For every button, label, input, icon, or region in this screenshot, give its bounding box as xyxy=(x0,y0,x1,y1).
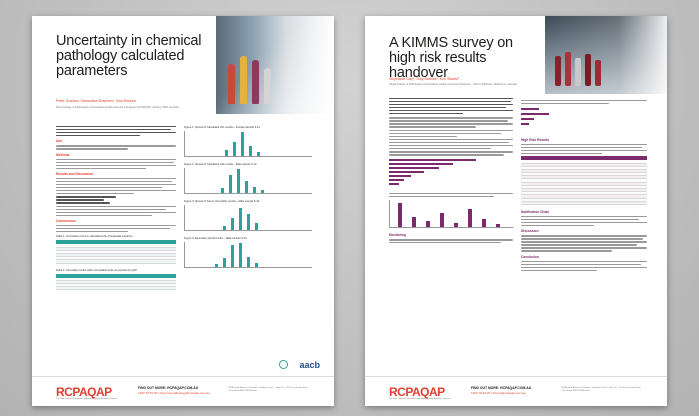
horizontal-bar-chart xyxy=(389,158,513,189)
horizontal-bar-chart xyxy=(521,106,647,134)
poster-footer: RCPAQAP The Royal College of Pathologist… xyxy=(365,376,667,406)
vial-icon xyxy=(565,52,571,86)
section-heading-methods: Methods xyxy=(56,152,70,157)
vial-icon xyxy=(575,58,581,86)
aacb-logo: aacb xyxy=(299,360,320,370)
find-out-more: FIND OUT MORE: RCPAQAP.COM.AU xyxy=(138,386,199,390)
poster-title: A KIMMS survey on high risk results hand… xyxy=(389,35,513,81)
data-table xyxy=(56,273,176,291)
rcpaqap-logo-subtitle: The Royal College of Pathologists of Aus… xyxy=(389,398,451,400)
section-heading-high-risk: High Risk Results xyxy=(521,137,550,142)
figure-caption: Figure 2: Spread of Calculated LDL resul… xyxy=(184,163,257,166)
poster-footer: RCPAQAP The Royal College of Pathologist… xyxy=(32,376,334,406)
poster-title: Uncertainty in chemical pathology calcul… xyxy=(56,33,202,79)
text-column-right: High Risk Results Notification Chain Dis… xyxy=(521,100,647,273)
contact-link[interactable]: 1300 78 29 20 | chemical.pathology@rcpaq… xyxy=(138,391,210,395)
vial-icon xyxy=(595,60,601,86)
data-table xyxy=(521,156,647,205)
section-heading-discussion: Discussion xyxy=(521,229,539,234)
figure-caption: Figure 1: Spread of Calculated LDL resul… xyxy=(184,126,260,129)
test-tube-icon xyxy=(228,64,235,104)
section-heading-results: Results and Discussion xyxy=(56,172,94,177)
test-tube-icon xyxy=(252,60,259,104)
data-table xyxy=(56,240,176,264)
section-heading-monitoring: Monitoring xyxy=(389,233,407,238)
section-heading-notification: Notification Chain xyxy=(521,209,550,214)
find-out-more: FIND OUT MORE: RCPAQAP.COM.AU xyxy=(471,386,532,390)
figure-column: Figure 1: Spread of Calculated LDL resul… xyxy=(184,126,312,274)
poster-uncertainty: Uncertainty in chemical pathology calcul… xyxy=(32,16,334,406)
vial-icon xyxy=(555,56,561,86)
affiliation: ¹Royal College of Pathologists of Austra… xyxy=(389,83,517,86)
rcpaqap-logo: RCPAQAP xyxy=(389,385,445,399)
affiliation: Royal College of Pathologists of Austral… xyxy=(56,106,179,109)
section-heading-aim: Aim xyxy=(56,139,63,144)
section-heading-conclusions: Conclusions xyxy=(56,219,76,224)
figure-caption: Figure 4: Equivalent eGFR results – Male… xyxy=(184,237,247,240)
header-photo xyxy=(545,16,667,94)
rcpaqap-logo: RCPAQAP xyxy=(56,385,112,399)
histogram-chart xyxy=(184,131,312,157)
vertical-bar-chart xyxy=(389,200,513,229)
test-tube-icon xyxy=(240,56,247,104)
histogram-chart xyxy=(184,242,312,268)
rcpaqap-logo-subtitle: The Royal College of Pathologists of Aus… xyxy=(56,398,118,400)
histogram-chart xyxy=(184,205,312,231)
aacb-logo-mark xyxy=(279,360,288,369)
text-column-left: Aim Methods Results and Discussion Concl… xyxy=(56,126,176,295)
authors: Peter Graham, Samantha Shepherd, Tony Ba… xyxy=(56,99,137,103)
header-photo xyxy=(216,16,334,114)
footer-address: RCPA Quality Assurance Programs · Buildi… xyxy=(228,387,308,392)
test-tube-icon xyxy=(264,68,271,104)
vial-icon xyxy=(585,54,591,86)
footer-address: RCPA Quality Assurance Programs · Buildi… xyxy=(561,387,641,392)
section-heading-conclusion: Conclusion xyxy=(521,254,539,259)
table-caption: Table 1: Cumulative errors in calculated… xyxy=(56,235,133,239)
figure-caption: Figure 3: Spread of Serum Osmolality res… xyxy=(184,200,260,203)
poster-kimms-survey: A KIMMS survey on high risk results hand… xyxy=(365,16,667,406)
histogram-chart xyxy=(184,168,312,194)
authors: Stephanie Gay¹, Tony Badrick¹, Ken Sikar… xyxy=(389,77,460,81)
table-caption: Table 2: Osmolality results within accep… xyxy=(56,268,138,272)
text-column-left: Monitoring xyxy=(389,98,513,245)
contact-link[interactable]: 1300 78 29 20 | kimms@rcpaqap.com.au xyxy=(471,391,526,395)
